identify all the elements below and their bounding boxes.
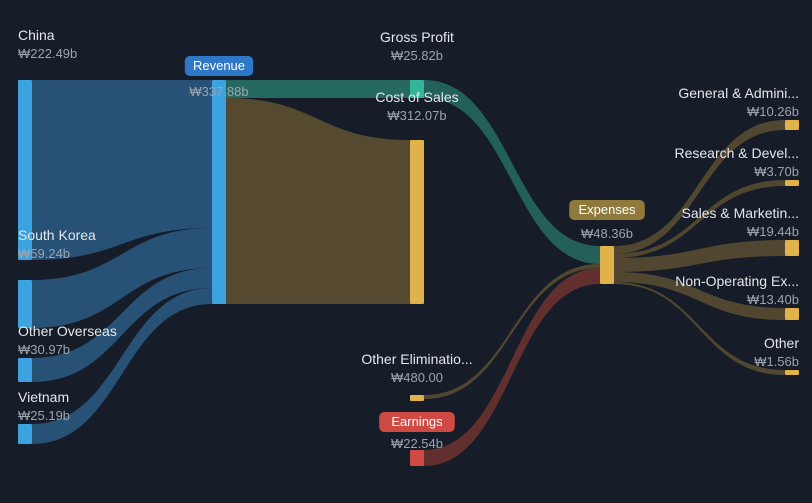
- node-value: ₩13.40b: [747, 292, 799, 307]
- node-label: Earnings: [391, 414, 443, 429]
- node-label: Non-Operating Ex...: [675, 273, 799, 289]
- node-label: South Korea: [18, 227, 96, 243]
- node-label: Gross Profit: [380, 29, 454, 45]
- node-label: Cost of Sales: [375, 89, 458, 105]
- node-vietnam[interactable]: [18, 424, 32, 444]
- flow-link: [226, 98, 410, 304]
- links-layer: [32, 80, 785, 466]
- node-label: Other Overseas: [18, 323, 117, 339]
- node-nonop[interactable]: [785, 308, 799, 320]
- node-label: Other Eliminatio...: [361, 351, 472, 367]
- node-value: ₩59.24b: [18, 246, 70, 261]
- node-label: Revenue: [193, 58, 245, 73]
- node-label: Sales & Marketin...: [682, 205, 800, 221]
- node-value: ₩337.88b: [189, 84, 248, 99]
- node-label: Research & Devel...: [675, 145, 800, 161]
- node-label: General & Admini...: [678, 85, 799, 101]
- flow-link: [424, 268, 600, 466]
- node-earnings[interactable]: [410, 450, 424, 466]
- node-elim[interactable]: [410, 395, 424, 401]
- node-sm[interactable]: [785, 240, 799, 256]
- node-revenue[interactable]: [212, 80, 226, 304]
- node-value: ₩3.70b: [754, 164, 799, 179]
- node-value: ₩25.82b: [391, 48, 443, 63]
- node-label: Other: [764, 335, 799, 351]
- node-label: China: [18, 27, 55, 43]
- node-value: ₩480.00: [391, 370, 443, 385]
- node-value: ₩222.49b: [18, 46, 77, 61]
- node-value: ₩312.07b: [387, 108, 446, 123]
- node-value: ₩19.44b: [747, 224, 799, 239]
- node-label: Vietnam: [18, 389, 69, 405]
- node-ga[interactable]: [785, 120, 799, 130]
- flow-link: [424, 80, 600, 264]
- node-other[interactable]: [785, 370, 799, 375]
- node-value: ₩1.56b: [754, 354, 799, 369]
- node-value: ₩48.36b: [581, 226, 633, 241]
- node-expenses[interactable]: [600, 246, 614, 284]
- node-value: ₩25.19b: [18, 408, 70, 423]
- node-value: ₩10.26b: [747, 104, 799, 119]
- node-overseas[interactable]: [18, 358, 32, 382]
- node-value: ₩30.97b: [18, 342, 70, 357]
- node-label: Expenses: [578, 202, 636, 217]
- node-rd[interactable]: [785, 180, 799, 186]
- sankey-chart: China ₩222.49b South Korea ₩59.24b Other Ove…: [0, 0, 812, 503]
- node-value: ₩22.54b: [391, 436, 443, 451]
- node-southkorea[interactable]: [18, 280, 32, 328]
- node-cost[interactable]: [410, 140, 424, 304]
